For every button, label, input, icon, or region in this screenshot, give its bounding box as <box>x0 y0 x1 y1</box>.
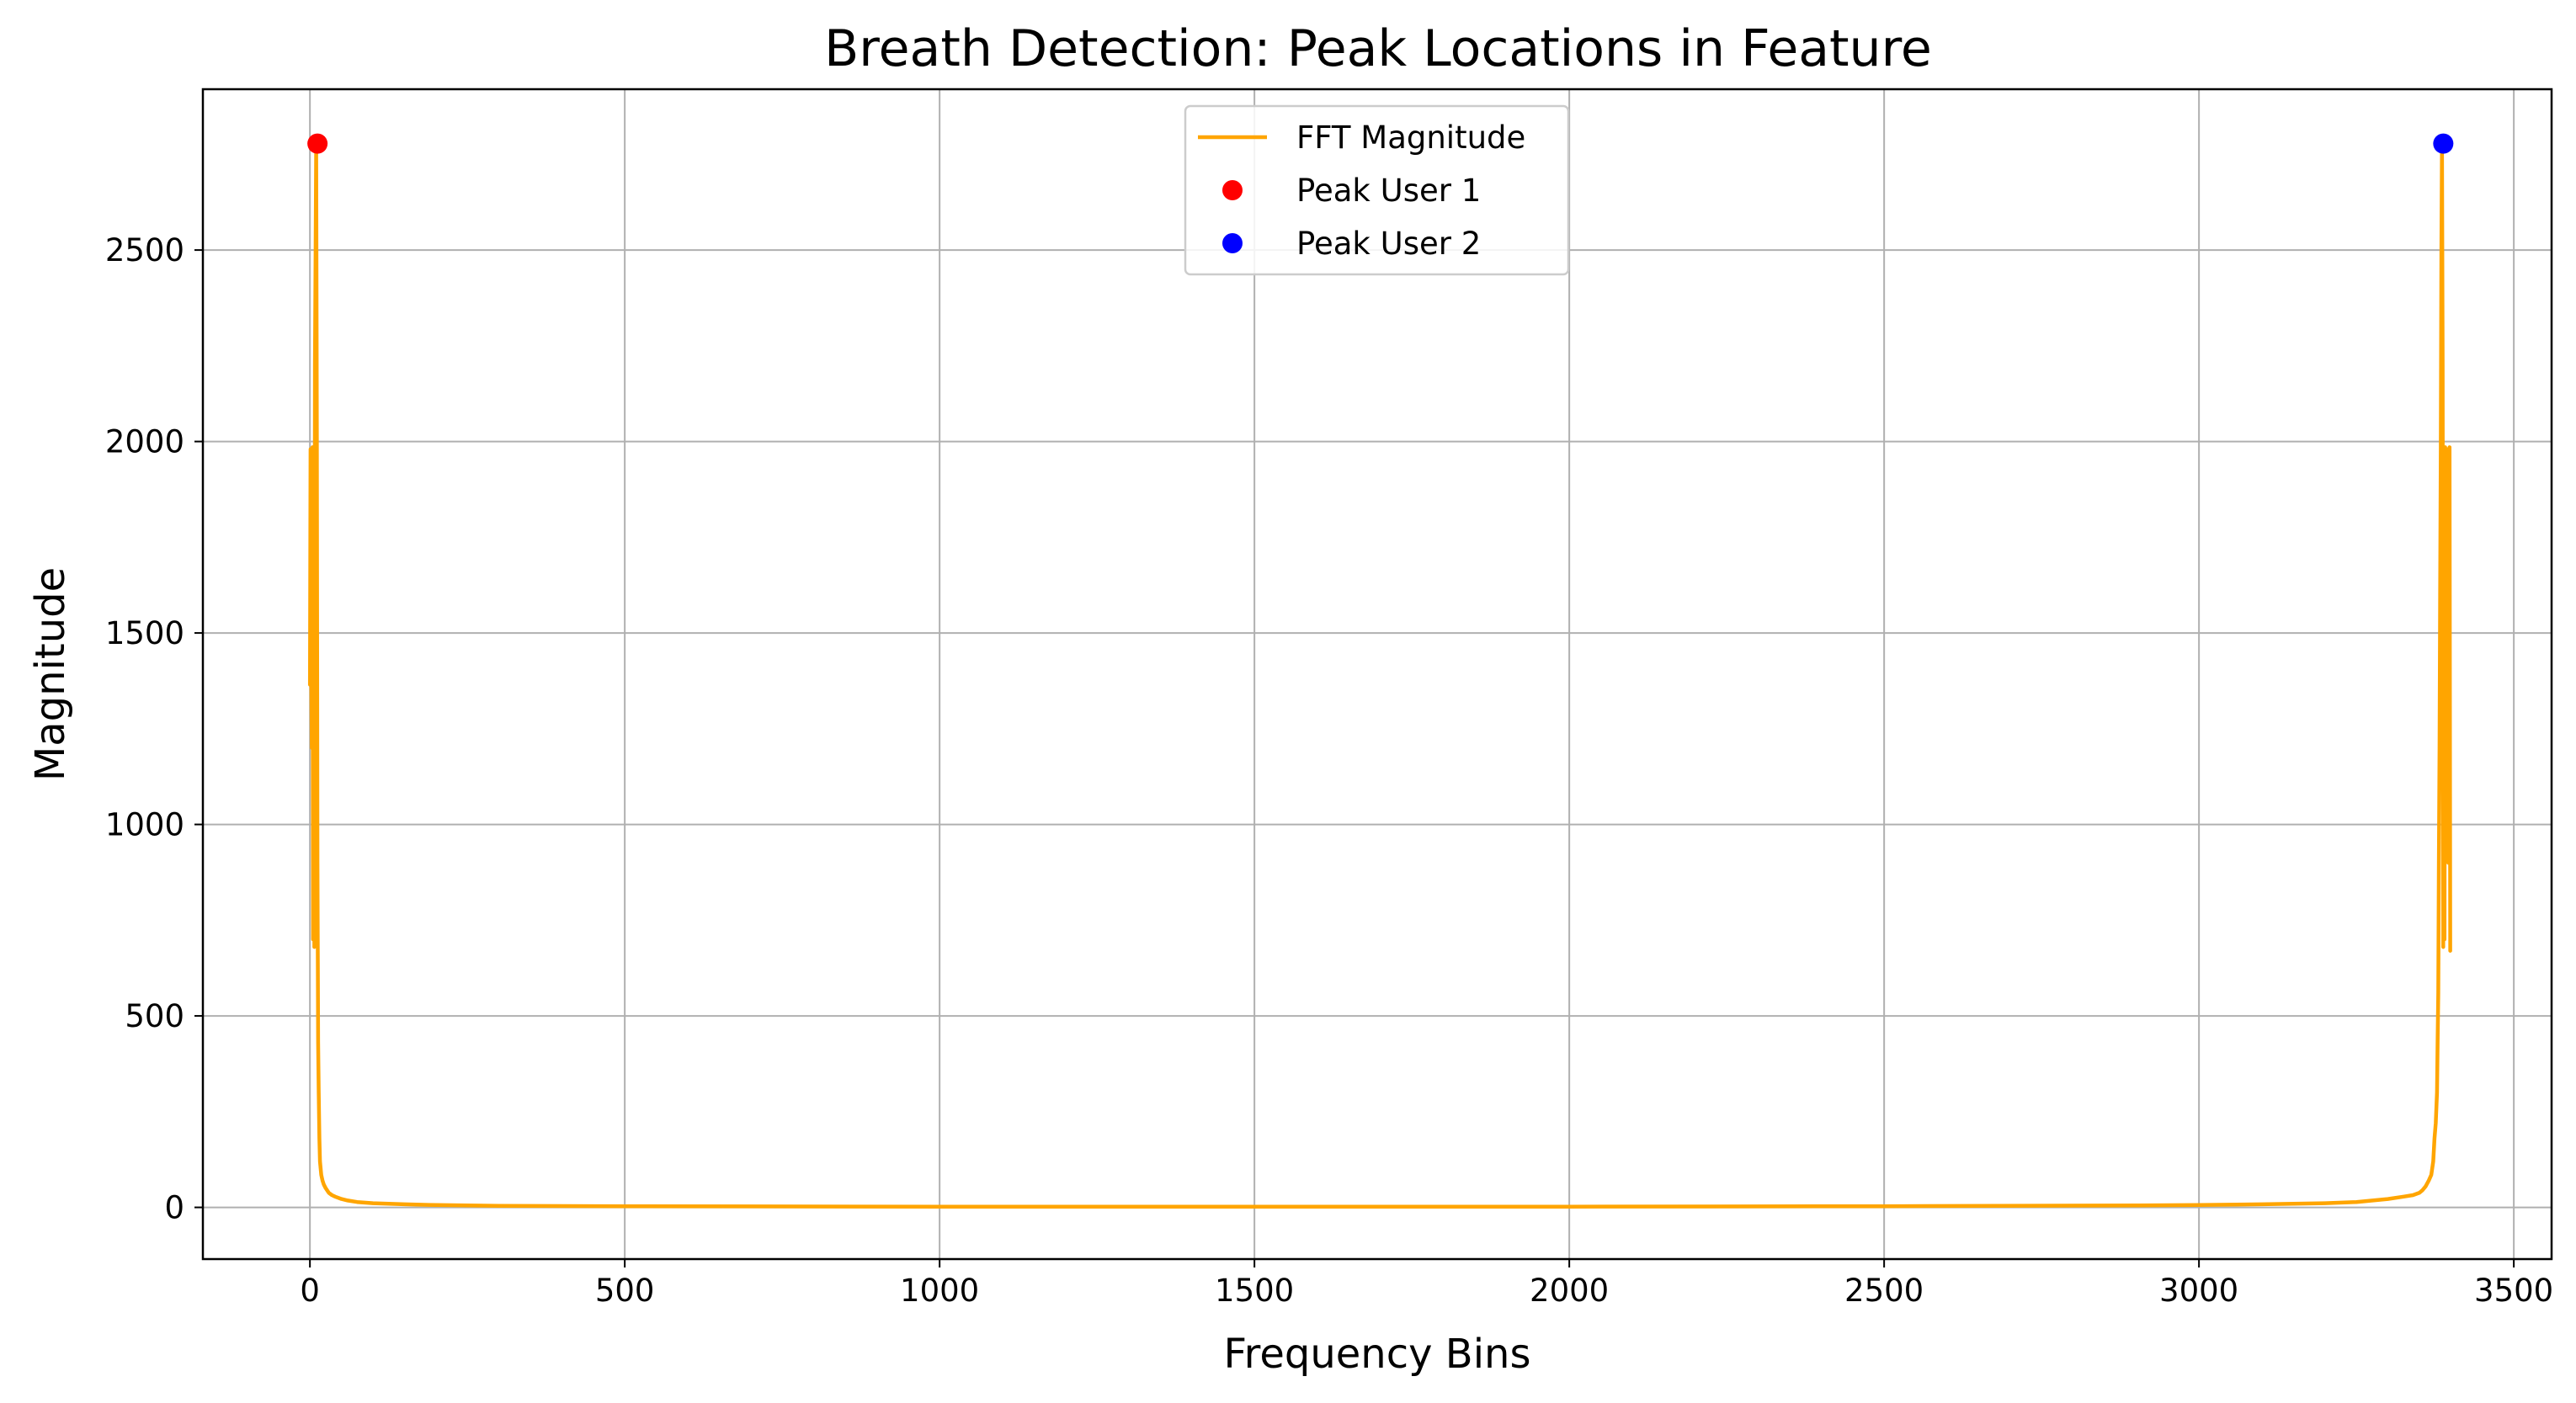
y-tick-label: 2500 <box>105 232 184 268</box>
series-point-peak-user-2 <box>2433 133 2454 154</box>
legend: FFT Magnitude Peak User 1 Peak User 2 <box>1184 104 1570 276</box>
x-tick-label: 3500 <box>2474 1273 2553 1309</box>
chart-title: Breath Detection: Peak Locations in Feat… <box>824 19 1932 78</box>
y-axis: 0 500 1000 1500 2000 2500 <box>105 232 203 1226</box>
y-tick-label: 1500 <box>105 615 184 651</box>
legend-peak-user-2-marker <box>1222 233 1243 253</box>
y-tick-label: 2000 <box>105 424 184 460</box>
x-axis-label: Frequency Bins <box>1224 1331 1531 1378</box>
legend-fft-magnitude-label: FFT Magnitude <box>1296 120 1525 156</box>
legend-peak-user-1-marker <box>1222 180 1243 200</box>
x-tick-label: 3000 <box>2159 1273 2238 1309</box>
x-tick-label: 1000 <box>900 1273 979 1309</box>
y-tick-label: 1000 <box>105 807 184 843</box>
x-tick-label: 2500 <box>1844 1273 1924 1309</box>
y-tick-label: 0 <box>164 1190 184 1226</box>
y-axis-label: Magnitude <box>27 567 74 781</box>
series-point-peak-user-1 <box>307 133 328 154</box>
x-tick-label: 0 <box>300 1273 320 1309</box>
series-line-fft-magnitude <box>307 141 2452 1209</box>
plot-area <box>307 133 2454 1209</box>
legend-peak-user-1-label: Peak User 1 <box>1296 173 1481 209</box>
axes-frame <box>201 88 2553 1261</box>
legend-peak-user-2-label: Peak User 2 <box>1296 226 1481 262</box>
y-tick-label: 500 <box>125 998 184 1034</box>
x-tick-label: 2000 <box>1530 1273 1609 1309</box>
legend-frame <box>1184 104 1570 276</box>
x-tick-label: 1500 <box>1215 1273 1294 1309</box>
x-tick-label: 500 <box>595 1273 655 1309</box>
x-axis: 0 500 1000 1500 2000 2500 3000 3500 <box>300 1259 2553 1309</box>
